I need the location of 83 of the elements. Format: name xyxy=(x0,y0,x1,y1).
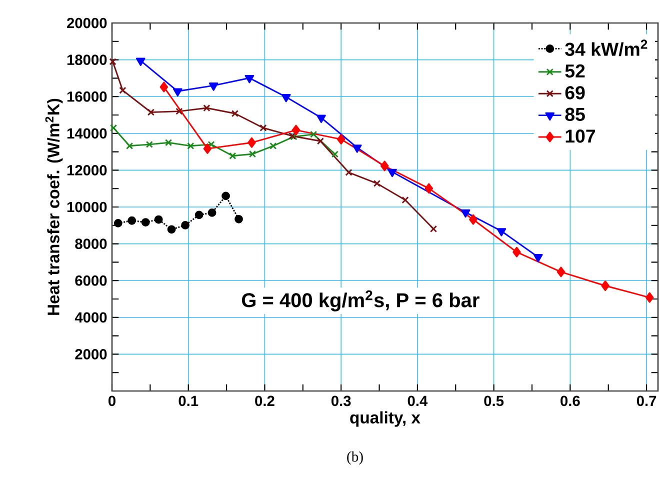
point xyxy=(316,138,324,145)
point xyxy=(126,142,134,150)
point xyxy=(244,75,254,84)
y-tick-label: 12000 xyxy=(67,165,107,176)
y-tick-label: 4000 xyxy=(74,312,107,323)
y-tick-label: 6000 xyxy=(75,275,107,286)
legend-label: 69 xyxy=(565,86,585,100)
point xyxy=(380,160,389,172)
point xyxy=(533,254,543,262)
point xyxy=(147,108,155,116)
point xyxy=(154,215,163,224)
point xyxy=(424,183,434,194)
legend-label: 85 xyxy=(565,108,585,122)
legend-label: 107 xyxy=(566,129,595,143)
point xyxy=(141,218,150,226)
point xyxy=(203,104,210,112)
point xyxy=(248,150,256,158)
point xyxy=(173,88,182,97)
point xyxy=(281,94,291,102)
x-tick-label: 0.2 xyxy=(255,396,274,406)
point xyxy=(194,210,204,220)
legend-label: 52 xyxy=(565,64,585,78)
point xyxy=(187,142,194,150)
point xyxy=(292,124,300,136)
point xyxy=(146,140,153,148)
text: (b) xyxy=(347,451,363,465)
point xyxy=(310,130,318,138)
point xyxy=(234,214,243,224)
point xyxy=(260,124,267,132)
point xyxy=(110,124,118,132)
point xyxy=(203,143,212,154)
point xyxy=(352,144,362,153)
x-axis-title: quality, x xyxy=(350,411,420,427)
point xyxy=(231,110,239,118)
point xyxy=(270,142,277,150)
point xyxy=(119,86,126,94)
point xyxy=(556,266,566,278)
y-tick-label: 18000 xyxy=(67,54,107,65)
point xyxy=(469,214,478,225)
legend-label: 34 kW/m$^{2}$ xyxy=(565,40,648,56)
point xyxy=(109,58,116,66)
point xyxy=(331,150,339,158)
point xyxy=(208,82,218,91)
x-tick-label: 0.4 xyxy=(408,396,428,406)
y-tick-label: 20000 xyxy=(67,18,107,28)
point xyxy=(229,152,236,160)
y-tick-label: 2000 xyxy=(75,349,107,360)
x-tick-label: 0.6 xyxy=(560,396,580,406)
point xyxy=(388,168,397,178)
point xyxy=(460,209,470,218)
y-tick-label: 14000 xyxy=(67,128,107,139)
point xyxy=(512,246,521,258)
point xyxy=(248,137,256,148)
point xyxy=(167,225,176,234)
y-tick-label: 8000 xyxy=(75,238,107,249)
point xyxy=(176,108,183,115)
point xyxy=(402,196,409,204)
point xyxy=(430,225,438,232)
y-axis-title: Heat transfer coef. (W/m$^{2}$K) xyxy=(45,98,63,315)
x-tick-label: 0.7 xyxy=(636,396,656,406)
point xyxy=(222,192,230,200)
point xyxy=(316,114,326,124)
x-tick-label: 0.3 xyxy=(331,396,351,406)
point xyxy=(336,134,346,145)
x-tick-label: 0 xyxy=(108,396,116,406)
point xyxy=(645,292,654,303)
x-tick-label: 0.5 xyxy=(484,396,504,406)
point xyxy=(208,140,215,148)
x-tick-label: 0.1 xyxy=(178,396,198,406)
y-tick-label: 16000 xyxy=(67,91,107,102)
point xyxy=(181,221,190,230)
point xyxy=(128,216,136,225)
point xyxy=(208,208,216,217)
annotation: G = 400 kg/m$^{2}$s, P = 6 bar xyxy=(242,290,480,312)
point xyxy=(496,228,506,236)
point xyxy=(373,180,381,188)
point xyxy=(164,139,172,146)
point xyxy=(136,58,146,66)
y-tick-label: 10000 xyxy=(67,202,107,212)
point xyxy=(160,82,168,92)
point xyxy=(114,218,122,228)
point xyxy=(345,168,352,176)
point xyxy=(601,280,610,292)
